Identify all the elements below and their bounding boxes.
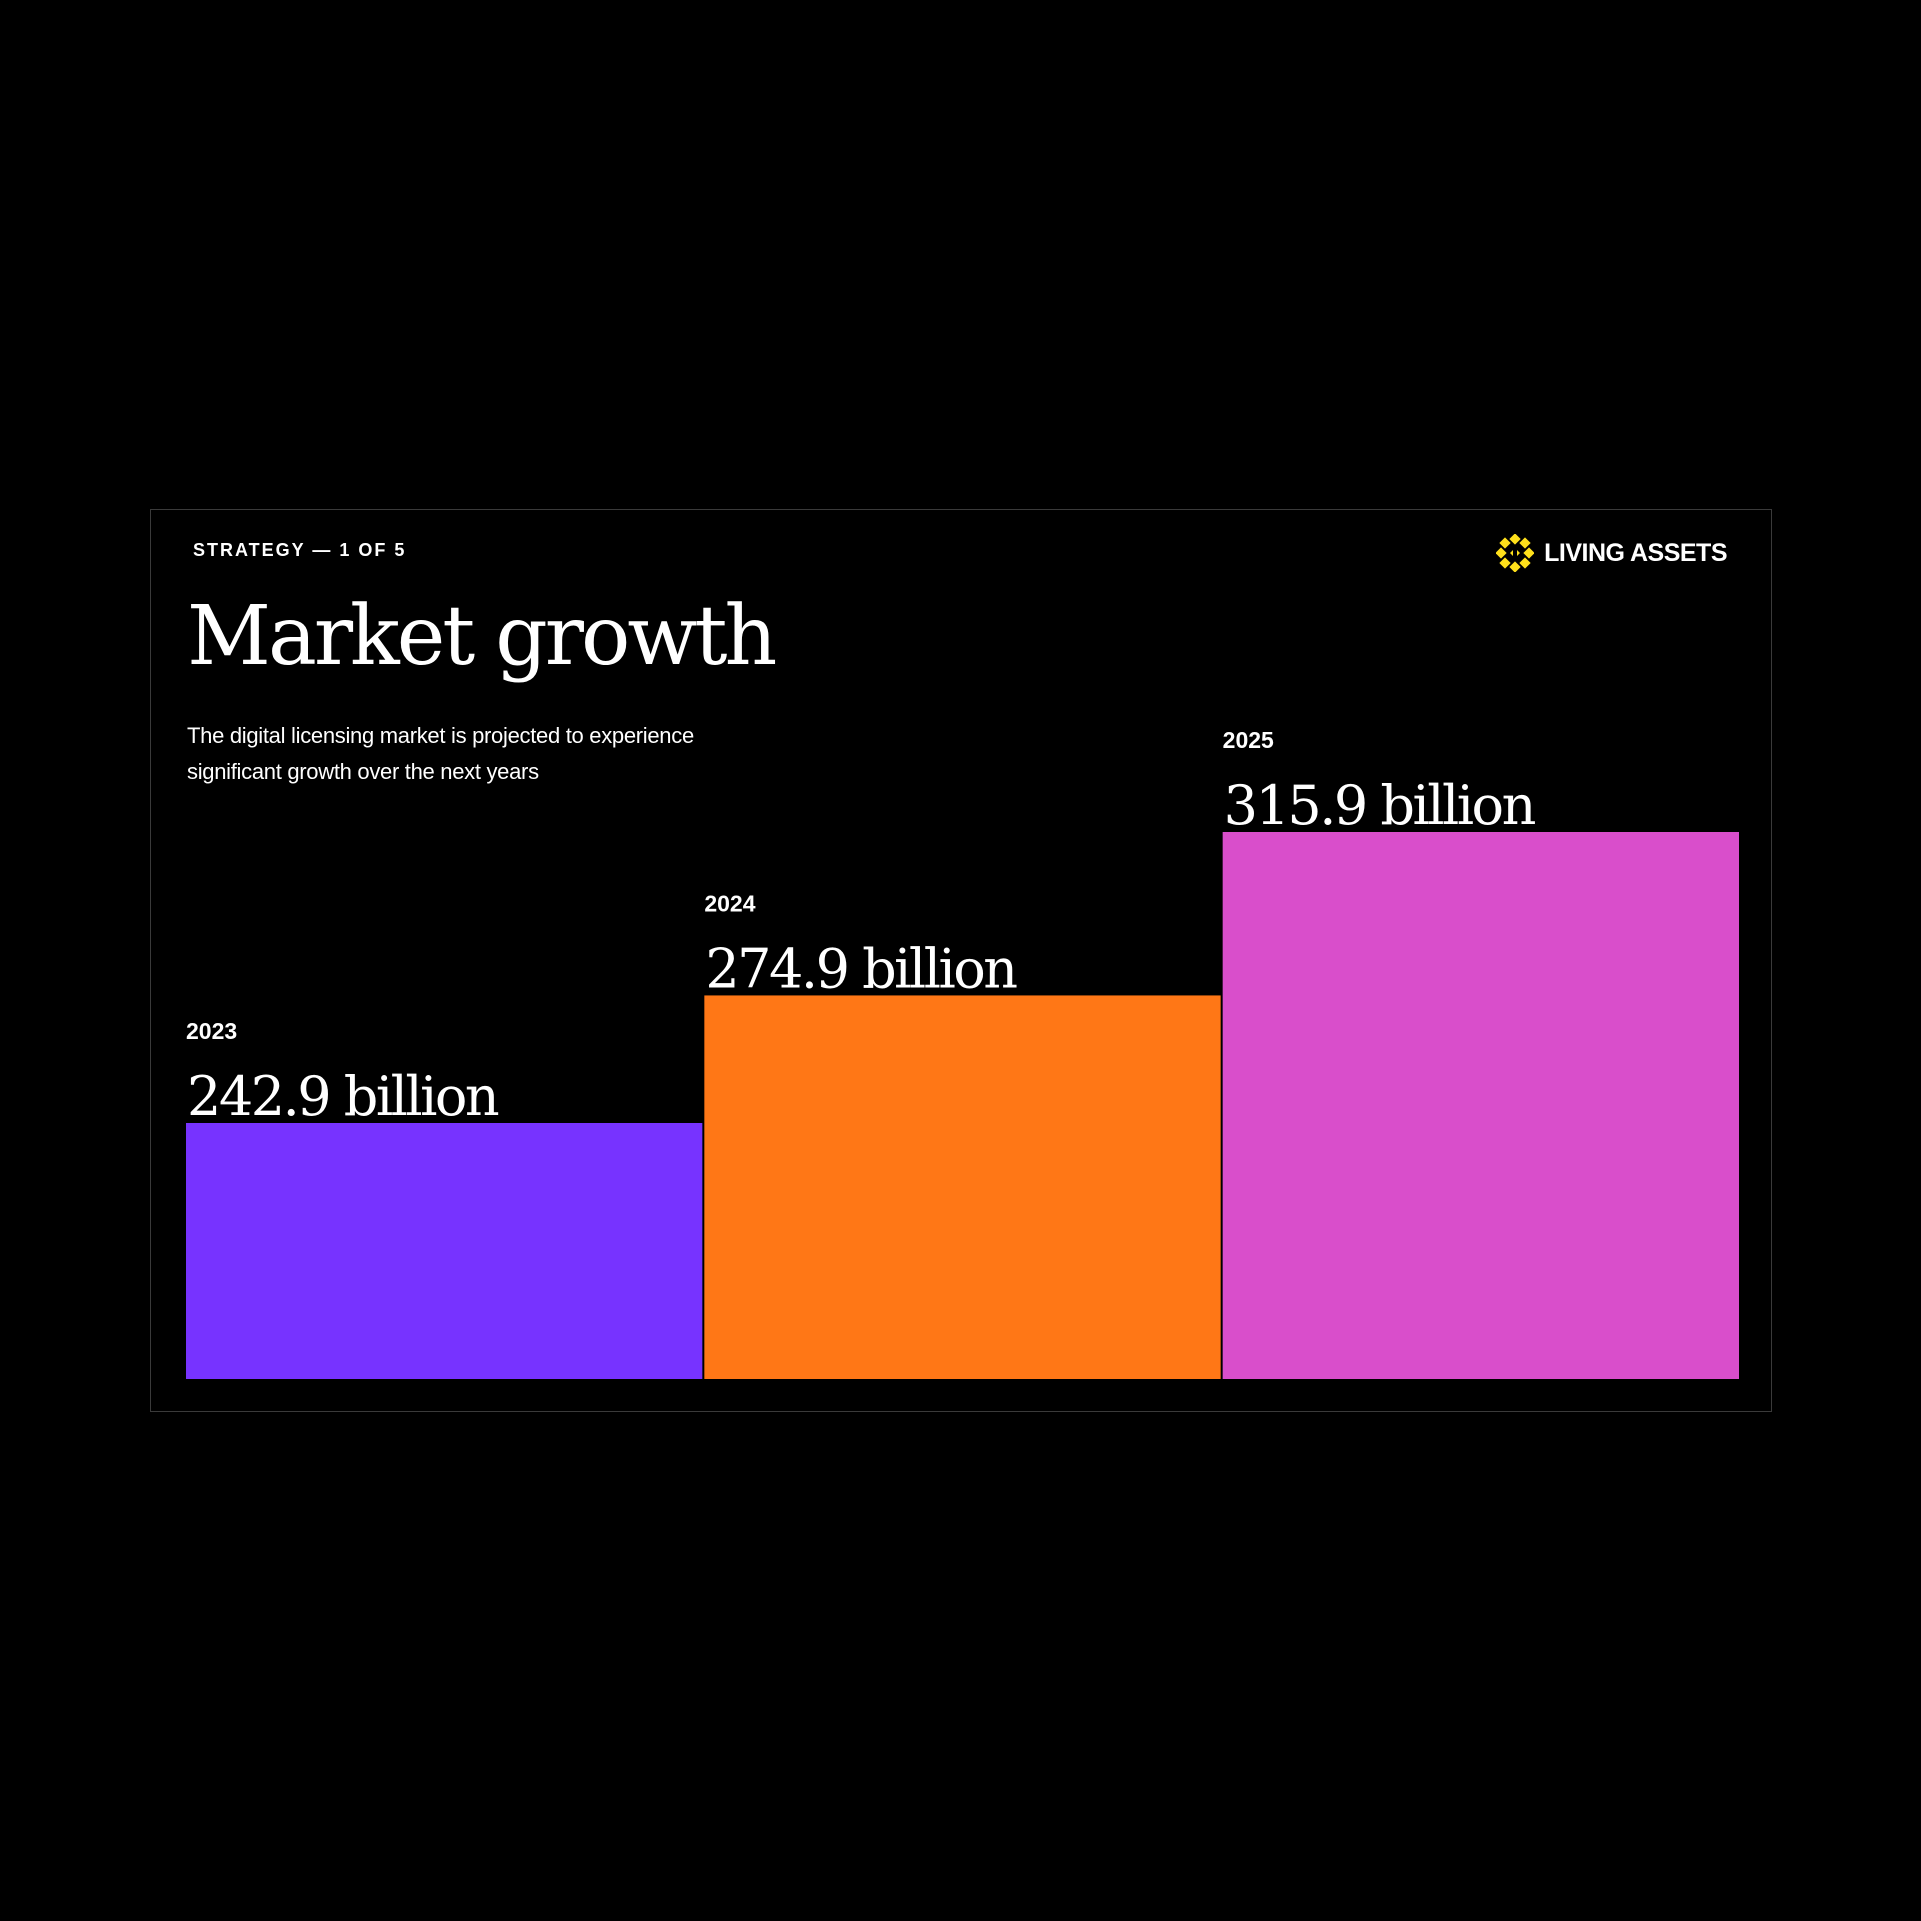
category-label-2024: 2024 [704, 890, 755, 916]
brand-name: LIVING ASSETS [1544, 538, 1727, 567]
value-label-2025: 315.9 billion [1224, 774, 1536, 837]
page-subtitle: The digital licensing market is projecte… [187, 723, 694, 784]
value-label-2024: 274.9 billion [705, 937, 1017, 1000]
bar-2023 [186, 1123, 703, 1379]
bar-2024 [704, 995, 1221, 1379]
bar-chart: 242.9 billion 2023 274.9 billion 2024 315.9 … [186, 727, 1739, 1379]
category-label-2023: 2023 [186, 1018, 237, 1044]
sun-icon [1496, 534, 1535, 572]
bar-2025 [1222, 832, 1739, 1379]
page-title: Market growth [187, 589, 777, 684]
slide-counter: STRATEGY — 1 OF 5 [193, 540, 407, 560]
category-label-2025: 2025 [1223, 727, 1274, 753]
value-label-2023: 242.9 billion [187, 1065, 499, 1128]
slide-frame: STRATEGY — 1 OF 5 LIVING ASSETS Market g… [150, 509, 1772, 1412]
brand-logo: LIVING ASSETS [1496, 534, 1727, 572]
